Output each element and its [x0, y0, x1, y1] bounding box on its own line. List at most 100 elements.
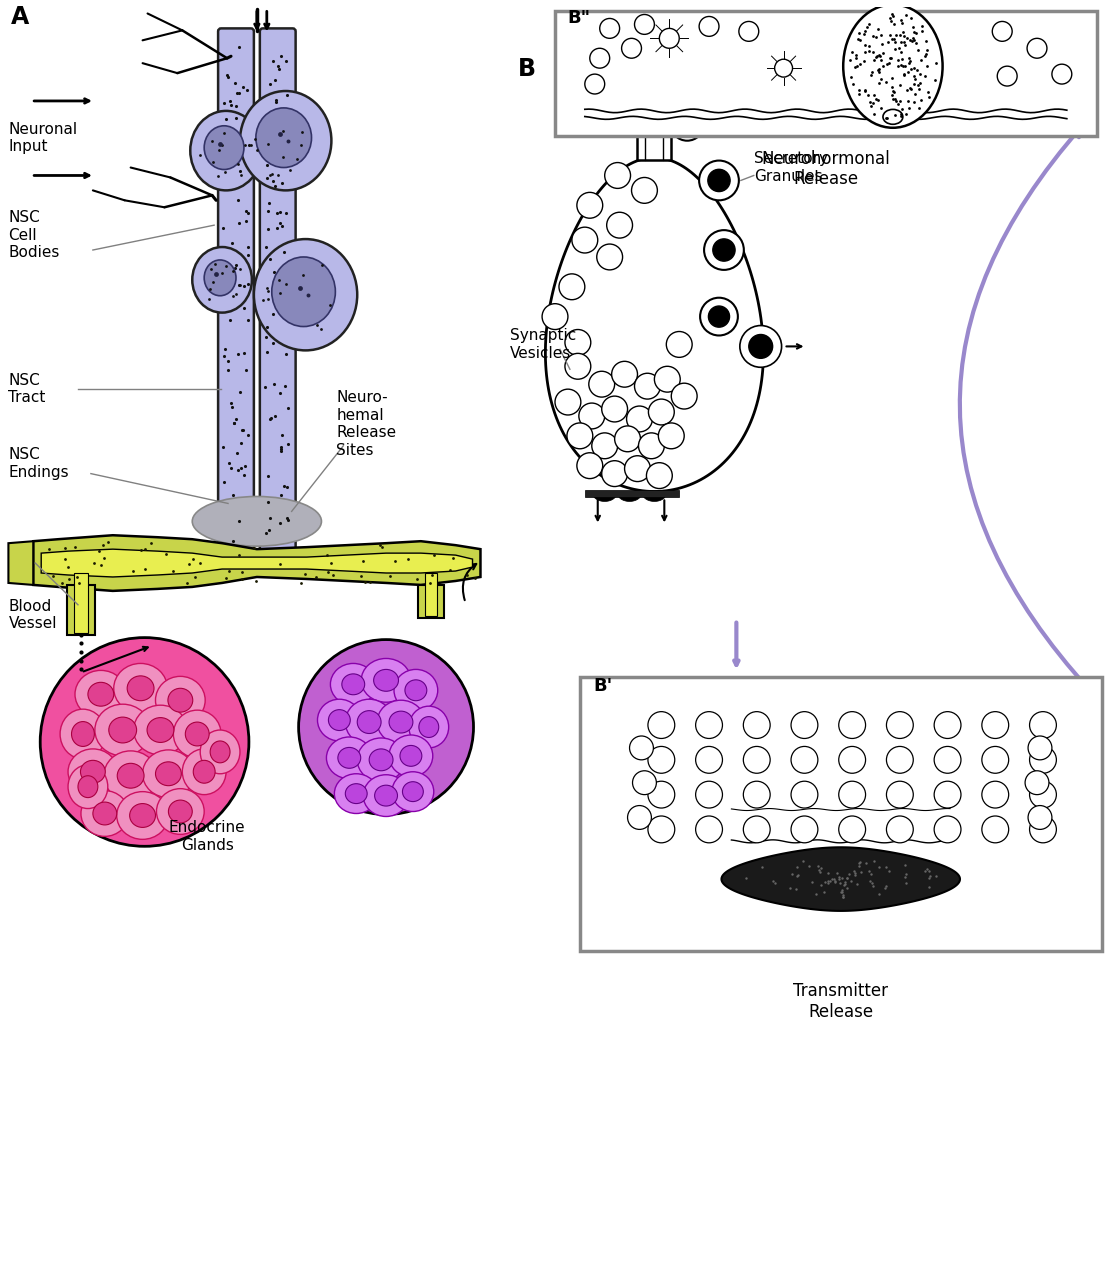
Point [227, 108, 245, 128]
Point [871, 73, 888, 93]
Point [271, 485, 289, 506]
Point [272, 439, 290, 460]
Point [270, 59, 288, 79]
Point [851, 851, 868, 872]
Point [868, 19, 886, 40]
Circle shape [577, 453, 603, 479]
Circle shape [607, 212, 633, 238]
Circle shape [671, 108, 704, 141]
Point [227, 408, 245, 429]
Circle shape [743, 746, 771, 773]
Ellipse shape [271, 257, 336, 326]
Point [844, 73, 862, 93]
Point [234, 562, 251, 582]
Text: Transmitter
Release: Transmitter Release [793, 983, 888, 1021]
Ellipse shape [156, 676, 206, 724]
Circle shape [934, 781, 961, 808]
Point [215, 346, 232, 366]
Point [813, 874, 831, 895]
Ellipse shape [81, 791, 129, 836]
Point [222, 156, 240, 177]
Point [861, 92, 878, 113]
Point [230, 212, 248, 233]
Point [261, 165, 279, 186]
Circle shape [886, 815, 913, 842]
Point [266, 262, 284, 283]
Point [57, 549, 75, 570]
Ellipse shape [117, 763, 145, 788]
Ellipse shape [113, 663, 168, 713]
Point [211, 133, 229, 154]
Point [820, 870, 837, 891]
Point [226, 270, 244, 291]
Circle shape [648, 781, 675, 808]
Point [902, 29, 920, 50]
Point [217, 261, 235, 282]
Point [825, 872, 843, 892]
Point [871, 63, 888, 83]
Point [215, 120, 232, 141]
Point [788, 858, 806, 878]
Point [833, 879, 851, 900]
Point [258, 168, 276, 188]
Point [896, 867, 914, 887]
Point [205, 152, 222, 173]
Ellipse shape [168, 689, 192, 712]
Ellipse shape [330, 663, 376, 705]
Point [399, 549, 417, 570]
Point [901, 51, 919, 72]
Point [892, 26, 910, 46]
Point [225, 412, 242, 433]
Point [254, 289, 271, 310]
Circle shape [646, 462, 673, 489]
Point [260, 248, 278, 269]
Circle shape [599, 18, 619, 38]
Point [227, 255, 245, 275]
Point [864, 42, 882, 63]
Ellipse shape [210, 741, 230, 763]
Point [290, 278, 308, 298]
Point [893, 49, 911, 69]
Point [881, 861, 898, 882]
Point [353, 566, 370, 586]
Point [894, 99, 912, 119]
Point [860, 41, 877, 61]
Point [277, 344, 295, 365]
Circle shape [696, 746, 723, 773]
Bar [579, 677, 1102, 951]
Point [218, 64, 236, 84]
Ellipse shape [133, 705, 187, 755]
Point [258, 326, 276, 347]
Circle shape [592, 433, 617, 458]
Ellipse shape [186, 722, 209, 746]
Point [280, 262, 298, 283]
Circle shape [791, 746, 817, 773]
Circle shape [1030, 815, 1056, 842]
Ellipse shape [883, 109, 903, 124]
Point [278, 274, 296, 294]
Point [231, 259, 249, 279]
Point [897, 104, 915, 124]
Point [266, 177, 284, 197]
Point [848, 29, 866, 50]
Point [421, 572, 439, 593]
Circle shape [997, 67, 1017, 86]
Point [209, 166, 227, 187]
Text: NSC
Cell
Bodies: NSC Cell Bodies [9, 210, 60, 260]
Point [224, 397, 241, 417]
Point [262, 408, 280, 429]
Point [920, 86, 937, 106]
Point [259, 466, 277, 486]
Point [852, 54, 870, 74]
Point [458, 566, 476, 586]
Circle shape [739, 325, 782, 367]
Circle shape [749, 335, 772, 357]
Point [281, 160, 299, 180]
Point [225, 285, 242, 306]
Point [125, 561, 142, 581]
Ellipse shape [393, 772, 434, 812]
Point [842, 872, 860, 892]
Point [892, 74, 910, 95]
Ellipse shape [364, 774, 409, 817]
Point [856, 42, 874, 63]
